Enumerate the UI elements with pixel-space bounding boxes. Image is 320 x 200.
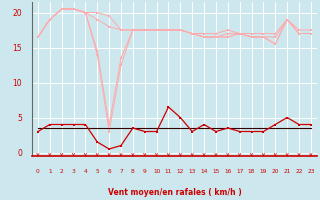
X-axis label: Vent moyen/en rafales ( km/h ): Vent moyen/en rafales ( km/h ) xyxy=(108,188,241,197)
